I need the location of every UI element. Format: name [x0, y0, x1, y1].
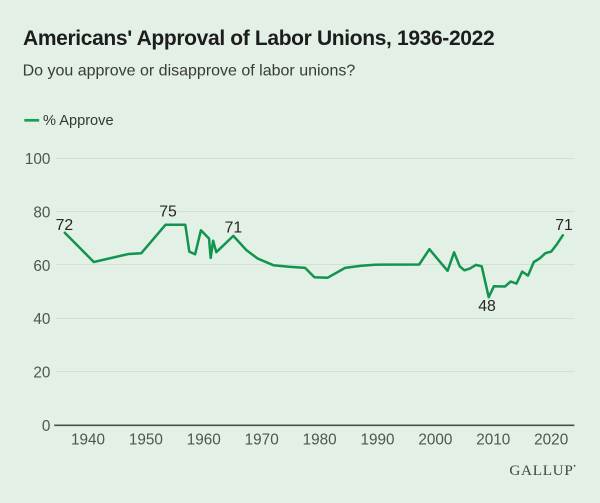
- svg-text:60: 60: [33, 258, 50, 275]
- svg-text:0: 0: [42, 418, 51, 435]
- svg-text:1980: 1980: [303, 431, 337, 448]
- svg-text:1990: 1990: [360, 431, 394, 448]
- svg-text:Americans' Approval of Labor U: Americans' Approval of Labor Unions, 193…: [23, 27, 494, 50]
- svg-text:71: 71: [225, 220, 243, 237]
- svg-text:1940: 1940: [71, 431, 105, 448]
- svg-text:72: 72: [56, 217, 74, 234]
- svg-text:1950: 1950: [129, 431, 163, 448]
- svg-text:40: 40: [33, 311, 50, 328]
- svg-text:% Approve: % Approve: [43, 113, 114, 129]
- svg-text:75: 75: [159, 204, 177, 221]
- svg-text:71: 71: [555, 217, 573, 234]
- svg-text:2000: 2000: [418, 431, 452, 448]
- svg-text:Do you approve or disapprove o: Do you approve or disapprove of labor un…: [23, 63, 356, 80]
- svg-text:2020: 2020: [534, 431, 568, 448]
- svg-text:2010: 2010: [476, 431, 510, 448]
- svg-text:1960: 1960: [187, 431, 221, 448]
- svg-text:100: 100: [25, 151, 51, 168]
- svg-text:48: 48: [478, 298, 496, 315]
- svg-text:20: 20: [33, 365, 50, 382]
- svg-text:GALLUP: GALLUP: [509, 462, 573, 479]
- svg-text:80: 80: [33, 205, 50, 222]
- svg-text:1970: 1970: [245, 431, 279, 448]
